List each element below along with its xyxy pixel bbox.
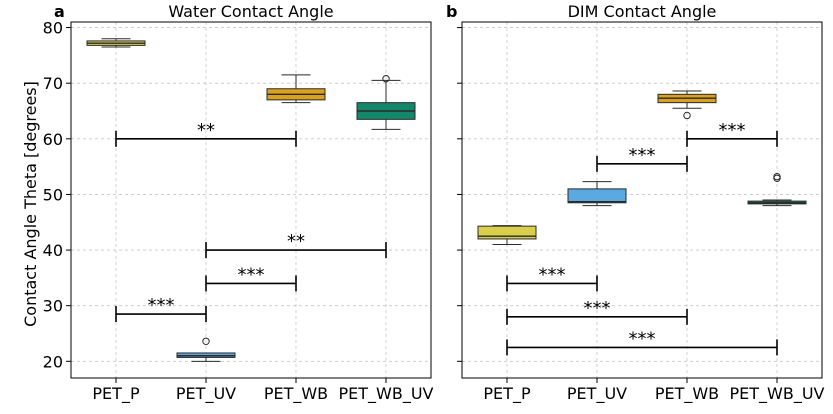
significance-bracket: *** — [686, 120, 778, 147]
significance-bracket: ** — [115, 120, 297, 147]
x-tick-label: PET_WB — [655, 384, 719, 404]
significance-label: *** — [719, 120, 746, 141]
panel-letter: b — [446, 2, 457, 21]
panel-letter: a — [54, 2, 65, 21]
y-tick-label: 20 — [43, 352, 63, 371]
x-tick-label: PET_WB_UV — [339, 384, 434, 404]
box-pet-wb-uv — [356, 75, 416, 130]
box-iqr — [477, 225, 537, 240]
panel-title: Water Contact Angle — [168, 2, 333, 21]
x-tick-label: PET_P — [92, 384, 140, 404]
box-iqr — [567, 188, 627, 204]
x-tick-label: PET_UV — [567, 384, 627, 404]
x-tick-label: PET_WB_UV — [730, 384, 825, 404]
plot-frame — [461, 21, 823, 379]
outlier-point — [382, 75, 390, 83]
box-pet-wb-uv — [747, 172, 807, 207]
outlier-point — [202, 337, 210, 345]
y-tick-label: 80 — [43, 19, 63, 38]
outlier-point — [773, 172, 781, 181]
panel-b: *** *** *** *** *** PET_P PET_UV PET_WB PET_WB_U… — [446, 2, 825, 404]
significance-label: ** — [287, 231, 305, 252]
significance-label: *** — [148, 295, 175, 316]
outlier-point — [683, 111, 691, 120]
x-tick-label: PET_WB — [264, 384, 328, 404]
box-pet-uv — [567, 181, 627, 207]
significance-bracket: *** — [115, 295, 207, 323]
y-tick-label: 70 — [43, 74, 63, 93]
significance-bracket: ** — [205, 231, 387, 259]
panel-title: DIM Contact Angle — [568, 2, 717, 21]
plot-frame — [70, 21, 432, 379]
box-pet-uv — [176, 337, 236, 362]
y-tick-label: 60 — [43, 130, 63, 149]
significance-bracket: *** — [596, 145, 688, 172]
box-pet-wb — [657, 90, 717, 120]
significance-label: *** — [539, 264, 566, 285]
significance-bracket: *** — [205, 264, 297, 292]
x-tick-label: PET_UV — [176, 384, 236, 404]
x-tick-label: PET_P — [483, 384, 531, 404]
y-tick-label: 30 — [43, 297, 63, 316]
y-tick-label: 50 — [43, 185, 63, 204]
significance-label: *** — [629, 145, 656, 166]
significance-label: *** — [238, 264, 265, 285]
box-pet-p — [477, 225, 537, 245]
significance-label: *** — [584, 298, 611, 319]
significance-bracket: *** — [506, 328, 778, 356]
y-tick-label: 40 — [43, 241, 63, 260]
significance-label: ** — [197, 120, 215, 141]
significance-label: *** — [629, 328, 656, 349]
significance-bracket: *** — [506, 264, 598, 292]
box-pet-p — [86, 38, 146, 48]
significance-bracket: *** — [506, 298, 688, 325]
box-pet-wb — [266, 74, 326, 104]
y-axis-label: Contact Angle Theta [degrees] — [21, 81, 40, 327]
